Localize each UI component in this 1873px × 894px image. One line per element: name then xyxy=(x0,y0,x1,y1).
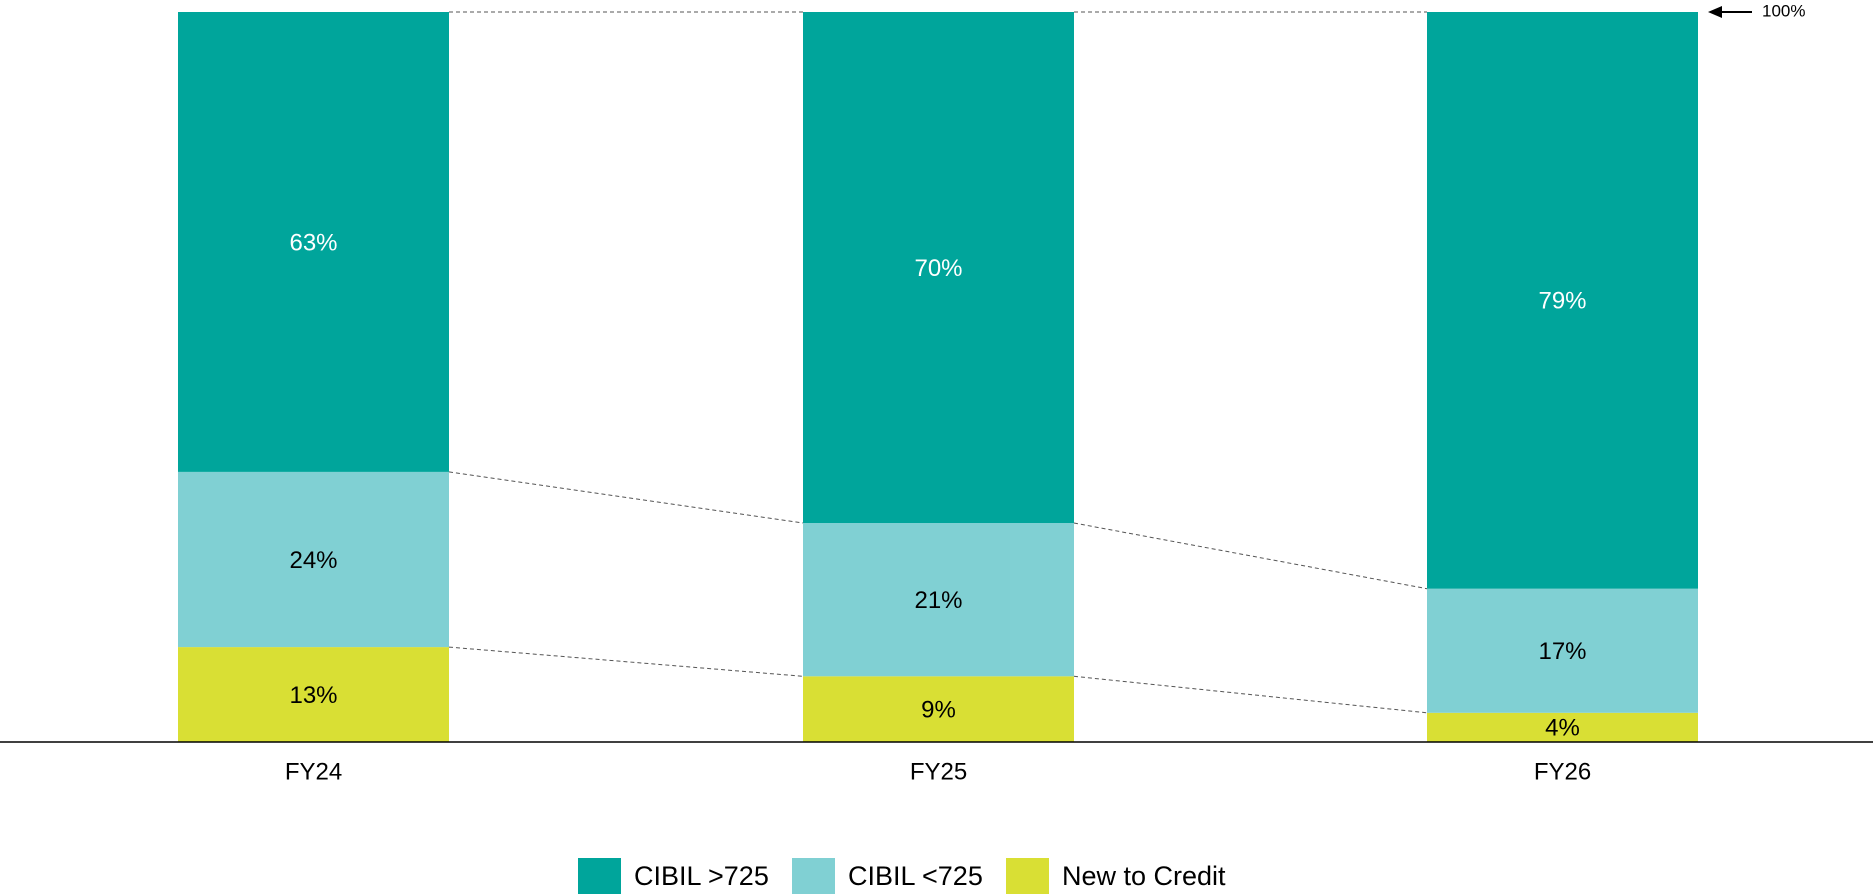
annotation-arrowhead xyxy=(1708,6,1722,18)
x-tick-label: FY25 xyxy=(910,758,967,785)
value-label: 24% xyxy=(289,547,337,574)
connector-line xyxy=(448,471,804,524)
bar-segment xyxy=(178,471,449,648)
legend-swatch xyxy=(578,858,621,894)
bar-segment xyxy=(178,647,449,742)
value-label: 4% xyxy=(1545,715,1580,742)
legend-label: CIBIL >725 xyxy=(634,861,769,891)
value-label: 17% xyxy=(1538,638,1586,665)
bar-segment xyxy=(1427,712,1698,742)
connector-line xyxy=(1073,522,1428,590)
value-label: 13% xyxy=(289,682,337,709)
bar-segment xyxy=(1427,12,1698,589)
x-tick-label: FY26 xyxy=(1534,758,1591,785)
annotation: 100% xyxy=(1762,1,1805,20)
bar-segment xyxy=(803,12,1074,523)
legend-label: New to Credit xyxy=(1062,861,1226,891)
legend-swatch xyxy=(792,858,835,894)
value-label: 9% xyxy=(921,696,956,723)
value-label: 63% xyxy=(289,229,337,256)
value-label: 70% xyxy=(914,255,962,282)
connector-line xyxy=(448,646,804,677)
connector-line xyxy=(1073,675,1428,714)
bar-segment xyxy=(803,523,1074,677)
bar-segment xyxy=(1427,588,1698,713)
bar-segment xyxy=(803,676,1074,742)
bar-segment xyxy=(178,12,449,472)
legend-label: CIBIL <725 xyxy=(848,861,983,891)
value-label: 21% xyxy=(914,587,962,614)
x-tick-label: FY24 xyxy=(285,758,342,785)
legend-swatch xyxy=(1006,858,1049,894)
value-label: 79% xyxy=(1538,288,1586,315)
